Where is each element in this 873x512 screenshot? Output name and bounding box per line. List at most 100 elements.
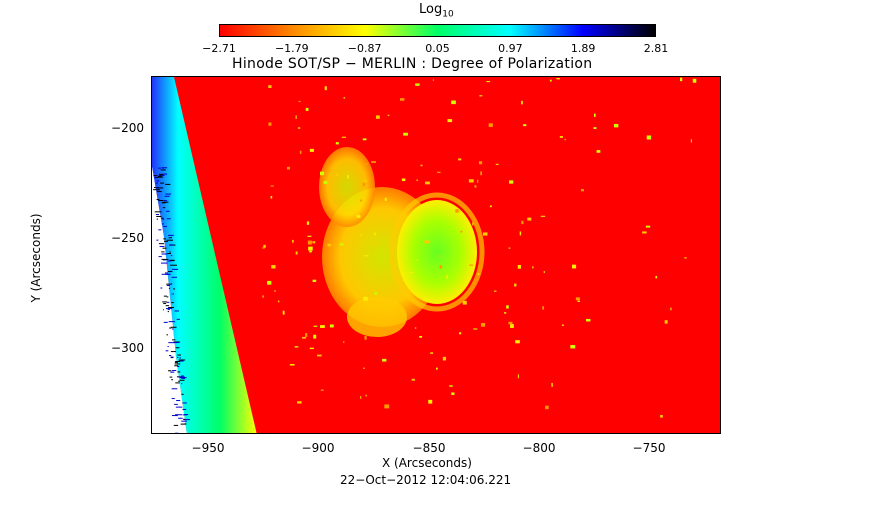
polarization-map	[151, 76, 721, 434]
limb-noise-pixel	[170, 264, 177, 266]
speckle	[298, 100, 301, 103]
speckle	[363, 180, 368, 183]
speckle	[341, 136, 346, 138]
speckle	[363, 255, 369, 257]
speckle	[412, 212, 415, 215]
limb-noise-pixel	[176, 362, 178, 364]
limb-noise-pixel	[171, 415, 178, 417]
speckle	[365, 163, 368, 165]
limb-noise-pixel	[162, 301, 167, 303]
limb-noise-pixel	[174, 403, 178, 405]
x-axis-label: X (Arcseconds)	[382, 456, 472, 470]
speckle	[495, 163, 499, 165]
speckle	[545, 405, 549, 410]
limb-noise-pixel	[156, 215, 162, 217]
speckle	[564, 138, 567, 141]
speckle	[510, 324, 514, 328]
speckle	[420, 164, 423, 167]
speckle	[416, 179, 418, 181]
observation-date: 22−Oct−2012 12:04:06.221	[340, 473, 512, 487]
limb-noise-pixel	[169, 259, 175, 261]
y-tick-label: −300	[111, 341, 144, 355]
limb-noise-pixel	[178, 359, 186, 361]
limb-noise-pixel	[164, 195, 170, 197]
limb-noise-pixel	[161, 167, 168, 169]
x-tick-label: −800	[522, 441, 556, 455]
limb-band	[152, 77, 257, 433]
speckle	[477, 179, 479, 183]
limb-noise-pixel	[173, 424, 179, 426]
speckle	[514, 283, 517, 287]
speckle	[477, 273, 480, 276]
limb-noise-pixel	[171, 388, 178, 390]
limb-noise-pixel	[173, 341, 181, 343]
limb-noise-pixel	[171, 398, 175, 400]
limb-noise-pixel	[169, 327, 172, 329]
limb-noise-pixel	[161, 253, 168, 255]
speckle	[384, 309, 390, 311]
limb-noise-pixel	[168, 287, 170, 289]
limb-noise-pixel	[153, 186, 156, 188]
limb-noise-pixel	[163, 303, 167, 305]
limb-noise-pixel	[171, 302, 174, 304]
speckle	[263, 244, 266, 248]
limb-noise-pixel	[182, 408, 187, 410]
speckle	[295, 251, 298, 255]
speckle	[593, 127, 597, 129]
polarization-image	[152, 77, 697, 433]
speckle	[478, 161, 483, 165]
speckle	[320, 325, 325, 328]
limb-noise-pixel	[172, 339, 176, 341]
speckle	[577, 300, 580, 302]
speckle	[437, 171, 441, 173]
limb-noise-pixel	[178, 360, 184, 362]
plot-title: Hinode SOT/SP − MERLIN : Degree of Polar…	[232, 56, 593, 72]
limb-noise-pixel	[165, 308, 173, 310]
limb-noise-pixel	[162, 207, 166, 209]
speckle	[521, 100, 523, 105]
limb-noise-pixel	[158, 167, 162, 169]
limb-noise-pixel	[166, 284, 170, 286]
speckle	[294, 346, 299, 348]
limb-noise-pixel	[175, 406, 183, 408]
limb-noise-pixel	[163, 238, 166, 240]
speckle	[469, 264, 474, 266]
speckle	[540, 215, 546, 218]
speckle	[493, 290, 497, 292]
speckle	[409, 271, 413, 274]
limb-noise-pixel	[158, 176, 162, 178]
limb-noise-pixel	[181, 393, 184, 395]
speckle	[424, 240, 430, 244]
limb-noise-pixel	[179, 357, 181, 359]
speckle	[479, 95, 483, 97]
limb-noise-pixel	[171, 276, 178, 278]
speckle	[339, 243, 344, 246]
speckle	[430, 352, 434, 354]
speckle	[646, 135, 652, 140]
speckle	[267, 280, 272, 285]
speckle	[449, 385, 453, 387]
speckle	[561, 324, 564, 326]
speckle	[360, 396, 362, 399]
limb-noise-pixel	[155, 214, 160, 216]
speckle	[305, 333, 308, 337]
limb-noise-pixel	[181, 383, 183, 385]
speckle	[317, 354, 322, 357]
speckle	[458, 158, 462, 161]
speckle	[404, 230, 408, 233]
limb-noise-pixel	[153, 175, 158, 177]
limb-noise-pixel	[170, 326, 177, 328]
speckle	[446, 275, 448, 279]
speckle	[438, 255, 442, 257]
speckle	[460, 230, 463, 233]
speckle	[268, 122, 272, 126]
speckle	[305, 107, 309, 111]
y-tick-label: −200	[111, 121, 144, 135]
limb-noise-pixel	[161, 258, 169, 260]
speckle	[274, 290, 276, 292]
limb-noise-pixel	[170, 270, 172, 272]
limb-noise-pixel	[163, 295, 167, 297]
speckle	[307, 235, 312, 237]
speckle	[306, 221, 310, 225]
colorbar-tick-label: 0.05	[425, 42, 450, 55]
